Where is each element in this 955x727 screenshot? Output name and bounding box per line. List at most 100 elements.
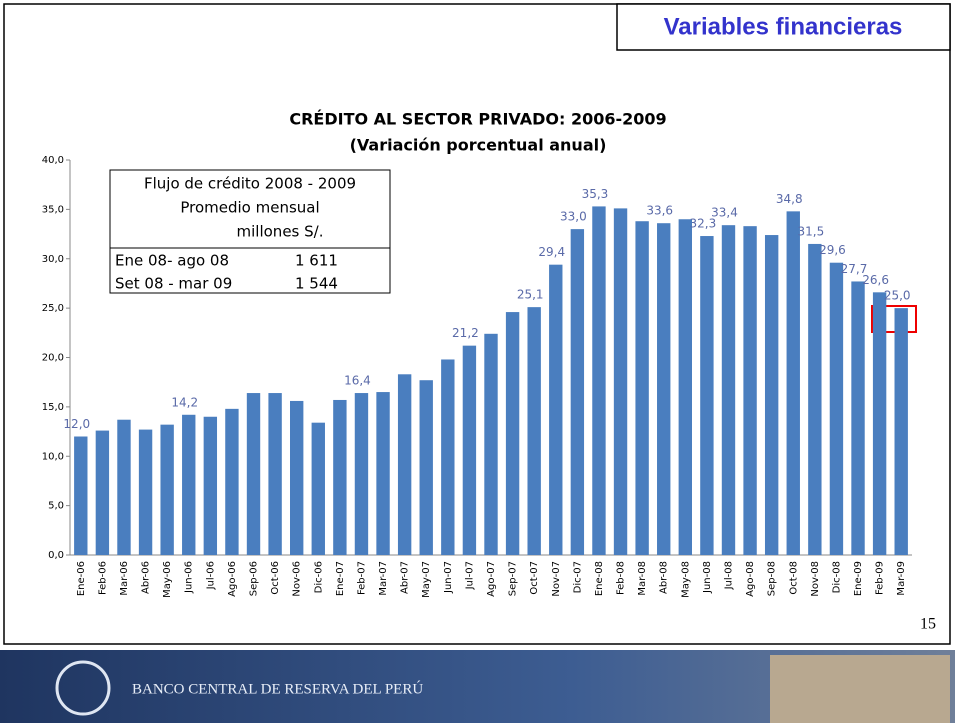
x-tick-label: Jun-06	[184, 561, 195, 594]
bar	[160, 424, 174, 555]
y-tick-label: 35,0	[42, 204, 64, 215]
x-tick-label: Abr-06	[141, 561, 152, 594]
x-tick-label: Ago-08	[745, 561, 756, 597]
value-label: 14,2	[171, 395, 198, 409]
bar	[872, 292, 887, 555]
x-tick-label: Mar-07	[378, 561, 389, 596]
bar	[678, 219, 693, 555]
value-label: 29,4	[538, 245, 565, 259]
bar	[354, 393, 369, 555]
x-tick-label: Abr-08	[659, 561, 670, 594]
bar	[182, 414, 196, 555]
bar	[376, 392, 390, 555]
x-tick-label: Sep-08	[767, 561, 778, 596]
bar	[549, 264, 563, 555]
y-tick-label: 25,0	[42, 303, 64, 314]
x-tick-label: Sep-06	[249, 561, 260, 596]
y-tick-label: 20,0	[42, 353, 64, 364]
bar	[592, 206, 606, 555]
bar	[700, 236, 714, 555]
bar	[95, 430, 110, 555]
bar	[829, 262, 844, 555]
x-tick-label: Feb-08	[616, 561, 627, 595]
bar	[635, 221, 649, 555]
value-label: 25,0	[884, 289, 911, 303]
bar	[289, 400, 304, 555]
bar	[894, 308, 908, 555]
inset-cell: 1 611	[295, 252, 338, 270]
bar	[743, 226, 757, 555]
bar	[268, 393, 282, 555]
bar	[246, 393, 261, 555]
inset-line: Promedio mensual	[180, 199, 319, 217]
x-tick-label: Mar-09	[896, 561, 907, 596]
footer-photo	[770, 655, 950, 723]
bar	[138, 429, 153, 555]
x-tick-label: Sep-07	[508, 561, 519, 596]
x-tick-label: Ene-06	[76, 561, 87, 596]
x-tick-label: Jun-08	[702, 561, 713, 594]
x-tick-label: Abr-07	[400, 561, 411, 594]
x-tick-label: Dic-08	[831, 561, 842, 593]
x-tick-label: Ene-08	[594, 561, 605, 596]
slide-border	[3, 3, 951, 645]
value-label: 26,6	[862, 273, 889, 287]
value-label: 16,4	[344, 374, 371, 388]
x-tick-label: Dic-06	[313, 561, 324, 593]
inset-cell: Set 08 - mar 09	[115, 275, 232, 293]
y-tick-label: 5,0	[48, 501, 64, 512]
bar	[225, 408, 239, 555]
chart-title: CRÉDITO AL SECTOR PRIVADO: 2006-2009	[289, 110, 666, 129]
value-label: 31,5	[797, 224, 824, 238]
inset-line: Flujo de crédito 2008 - 2009	[144, 175, 356, 193]
bar	[527, 307, 541, 555]
bar	[808, 243, 822, 555]
x-tick-label: Mar-08	[637, 561, 648, 596]
bar	[397, 374, 412, 555]
x-tick-label: Jul-06	[205, 561, 216, 590]
bar	[74, 436, 88, 555]
x-tick-label: Ago-07	[486, 561, 497, 597]
bar	[419, 380, 433, 555]
inset-box	[109, 169, 391, 294]
bar	[721, 225, 736, 556]
x-tick-label: Oct-07	[529, 561, 540, 595]
bar	[117, 419, 131, 555]
bar	[505, 312, 520, 555]
x-tick-label: May-07	[421, 561, 432, 598]
x-tick-label: Jul-08	[723, 561, 734, 590]
value-label: 21,2	[452, 326, 479, 340]
x-tick-label: Dic-07	[572, 561, 583, 593]
x-tick-label: Oct-06	[270, 561, 281, 595]
bar	[657, 223, 671, 555]
bar	[613, 208, 628, 555]
y-tick-label: 0,0	[48, 550, 64, 561]
x-tick-label: May-08	[680, 561, 691, 598]
heading-box	[616, 3, 951, 51]
x-tick-label: Jun-07	[443, 561, 454, 594]
bar	[851, 281, 865, 555]
bar	[484, 333, 498, 555]
bar	[764, 235, 779, 556]
highlight-box	[871, 305, 917, 333]
x-tick-label: Ene-07	[335, 561, 346, 596]
y-tick-label: 10,0	[42, 451, 64, 462]
inset-cell: 1 544	[295, 275, 338, 293]
value-label: 32,3	[690, 217, 717, 231]
bar	[333, 399, 347, 555]
slide-heading: Variables financieras	[664, 13, 903, 40]
y-tick-label: 40,0	[42, 155, 64, 166]
logo	[55, 660, 111, 716]
chart-subtitle: (Variación porcentual anual)	[350, 136, 607, 155]
value-label: 33,0	[560, 210, 587, 224]
value-label: 25,1	[517, 288, 544, 302]
footer-text: BANCO CENTRAL DE RESERVA DEL PERÚ	[132, 680, 423, 697]
x-tick-label: Ago-06	[227, 561, 238, 597]
x-tick-label: Nov-08	[810, 561, 821, 597]
bar	[441, 359, 455, 555]
x-tick-label: Nov-06	[292, 561, 303, 597]
bar	[203, 416, 218, 555]
x-tick-label: May-06	[162, 561, 173, 598]
page-number: 15	[920, 616, 936, 633]
